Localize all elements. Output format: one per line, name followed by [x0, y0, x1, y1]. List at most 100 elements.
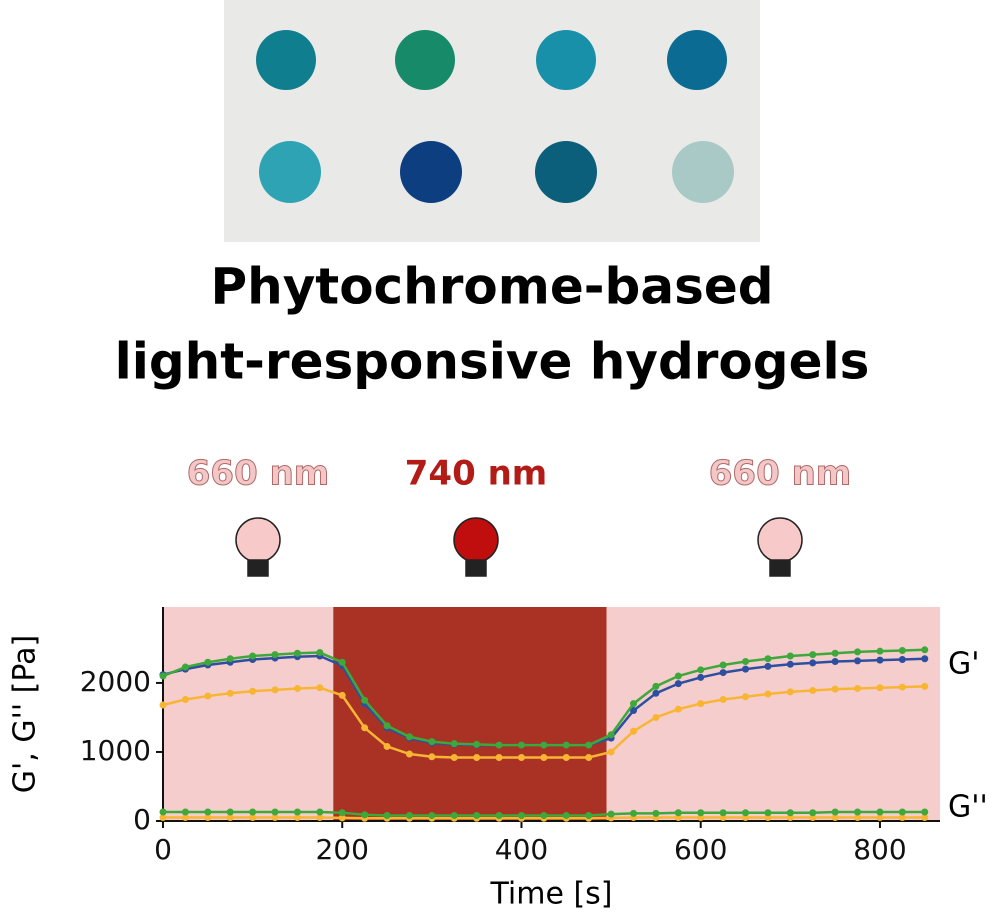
data-point [428, 811, 436, 819]
data-point [159, 814, 167, 822]
data-point [316, 814, 324, 822]
data-point [921, 646, 929, 654]
data-point [585, 811, 593, 819]
data-point [495, 753, 503, 761]
data-point [630, 727, 638, 735]
data-point [517, 753, 525, 761]
bulbs [235, 517, 803, 577]
data-point [764, 690, 772, 698]
data-point [293, 814, 301, 822]
data-point [630, 700, 638, 708]
data-point [450, 740, 458, 748]
x-axis-label: Time [s] [490, 877, 613, 912]
data-point [652, 713, 660, 721]
data-point [585, 753, 593, 761]
data-point [473, 811, 481, 819]
data-point [854, 814, 862, 822]
data-point [921, 682, 929, 690]
data-point [742, 665, 750, 673]
data-point [249, 687, 257, 695]
data-point [159, 701, 167, 709]
data-point [697, 814, 705, 822]
x-tick-label: 200 [316, 833, 369, 866]
data-point [316, 808, 324, 816]
data-point [921, 808, 929, 816]
data-point [428, 753, 436, 761]
data-point [786, 809, 794, 817]
data-point [809, 814, 817, 822]
data-point [630, 809, 638, 817]
data-point [361, 696, 369, 704]
data-point [786, 814, 794, 822]
side-label: G' [948, 647, 980, 682]
data-point [719, 696, 727, 704]
data-point [674, 814, 682, 822]
data-point [742, 814, 750, 822]
data-point [159, 808, 167, 816]
data-point [361, 724, 369, 732]
data-point [674, 705, 682, 713]
data-point [383, 722, 391, 730]
data-point [271, 814, 279, 822]
data-point [204, 658, 212, 666]
data-point [181, 663, 189, 671]
data-point [473, 740, 481, 748]
data-point [786, 660, 794, 668]
data-point [405, 733, 413, 741]
y-tick-label: 1000 [80, 734, 151, 767]
data-point [809, 659, 817, 667]
data-point [450, 811, 458, 819]
data-point [674, 809, 682, 817]
data-point [383, 811, 391, 819]
data-point [540, 753, 548, 761]
data-point [921, 814, 929, 822]
data-point [786, 652, 794, 660]
data-point [854, 684, 862, 692]
data-point [450, 753, 458, 761]
data-point [607, 731, 615, 739]
data-point [249, 814, 257, 822]
data-point [473, 753, 481, 761]
data-point [495, 811, 503, 819]
y-tick-label: 0 [133, 803, 151, 836]
data-point [742, 693, 750, 701]
data-point [585, 741, 593, 749]
data-point [249, 808, 257, 816]
data-point [764, 809, 772, 817]
data-point [809, 651, 817, 659]
data-point [562, 811, 570, 819]
data-point [181, 808, 189, 816]
data-point [697, 666, 705, 674]
data-point [271, 808, 279, 816]
data-point [831, 649, 839, 657]
data-point [854, 648, 862, 656]
data-point [876, 647, 884, 655]
data-point [181, 696, 189, 704]
data-point [854, 657, 862, 665]
data-point [719, 809, 727, 817]
data-point [249, 652, 257, 660]
data-point [181, 814, 189, 822]
data-point [517, 811, 525, 819]
data-point [293, 684, 301, 692]
data-point [607, 810, 615, 818]
title-line: Phytochrome-based [210, 258, 773, 316]
light-region [333, 607, 607, 821]
data-point [898, 808, 906, 816]
data-point [764, 655, 772, 663]
y-tick-label: 2000 [80, 665, 151, 698]
x-tick-label: 0 [154, 833, 172, 866]
photo [224, 0, 760, 242]
data-point [517, 741, 525, 749]
data-point [719, 661, 727, 669]
data-point [271, 651, 279, 659]
data-point [338, 809, 346, 817]
data-point [674, 672, 682, 680]
x-tick-label: 600 [674, 833, 727, 866]
data-point [271, 686, 279, 694]
data-point [495, 741, 503, 749]
data-point [293, 808, 301, 816]
data-point [898, 814, 906, 822]
data-point [719, 669, 727, 677]
